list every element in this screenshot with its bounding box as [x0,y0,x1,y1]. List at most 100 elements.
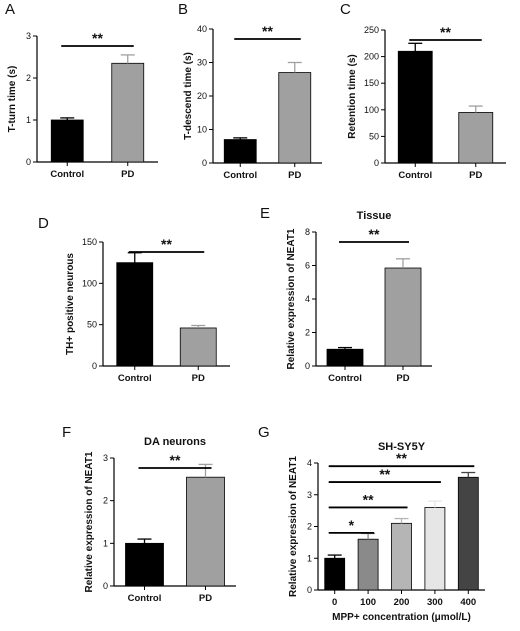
y-tick-label: 8 [305,227,310,237]
chart-title: DA neurons [144,436,206,448]
y-axis-label: Relative expression of NEAT1 [84,451,95,592]
panel-f: F DA neurons 0 1 2 3 Relative expression of NE… [62,424,236,604]
bar-pd [186,476,225,587]
bar-control [116,262,154,367]
category-label: Control [128,593,162,604]
y-tick-label: 30 [197,58,207,68]
panel-e: E Tissue 0 2 4 6 8 Relative expression of NEAT1… [260,205,432,384]
y-axis-label: Retention time (s) [347,54,358,138]
y-tick-label: 3 [26,31,31,41]
significance-marker: ** [369,226,380,242]
y-axis-label: TH+ positive neurous [65,253,76,355]
bar-control [326,348,364,367]
y-tick-label: 2 [103,496,108,506]
panel-letter: B [178,1,188,18]
bar-200 [391,522,412,591]
bar-pd [179,327,217,367]
bar-0 [324,557,346,591]
y-tick-label: 200 [364,52,379,62]
y-tick-label: 1 [26,115,31,125]
y-axis-label: Relative expression of NEAT1 [286,228,297,369]
y-axis-label: T-descend time (s) [183,52,194,140]
y-tick-label: 3 [307,490,312,500]
bar-pd [111,62,145,163]
category-label: 400 [460,597,476,608]
category-label: PD [199,593,212,604]
significance-marker: * [349,517,355,533]
category-label: Control [223,170,257,181]
bar-300 [424,507,446,591]
y-tick-label: 0 [307,585,312,595]
y-tick-label: 50 [369,131,379,141]
significance-marker: ** [262,23,273,39]
y-tick-label: 6 [305,261,310,271]
bar-100 [357,538,379,591]
bar-control [50,119,84,163]
y-tick-label: 2 [307,522,312,532]
significance-marker: ** [161,236,172,252]
bar-control [397,50,433,164]
category-label: PD [288,170,301,181]
category-label: PD [121,169,134,180]
category-label: Control [118,373,152,384]
panel-letter: E [260,205,270,222]
significance-marker: ** [379,466,390,482]
y-tick-label: 250 [364,25,379,35]
y-tick-label: 40 [197,24,207,34]
y-tick-label: 0 [202,158,207,168]
y-tick-label: 2 [26,73,31,83]
y-tick-label: 0 [26,157,31,167]
bar-pd [384,267,422,367]
y-tick-label: 0 [92,361,97,371]
panel-letter: G [258,424,270,441]
category-label: 100 [360,597,376,608]
significance-marker: ** [396,450,407,466]
y-axis-label: T-turn time (s) [7,66,18,133]
significance-marker: ** [170,452,181,468]
bar-control [223,139,257,164]
panel-letter: F [62,424,71,441]
y-tick-label: 3 [103,453,108,463]
panel-letter: A [5,1,15,18]
bar-control [125,542,164,587]
y-tick-label: 20 [197,91,207,101]
category-label: PD [192,373,205,384]
category-label: 200 [394,597,410,608]
y-tick-label: 4 [305,294,310,304]
y-tick-label: 100 [82,278,97,288]
panel-letter: C [340,1,351,18]
panel-c: C 0 50 100 150 200 250 Retention time (s) Contro… [340,1,506,181]
category-label: PD [396,373,409,384]
significance-marker: ** [92,30,103,46]
y-tick-label: 50 [87,320,97,330]
y-tick-label: 150 [364,78,379,88]
x-axis-label: MPP+ concentration (μmol/L) [332,612,471,623]
category-label: PD [469,170,482,181]
chart-title: SH-SY5Y [378,441,426,453]
bar-400 [457,476,479,591]
panel-letter: D [38,215,49,232]
category-label: 0 [332,597,337,608]
category-label: Control [50,169,84,180]
significance-marker: ** [363,491,374,507]
bar-pd [278,72,312,164]
panel-a: A 0 1 2 3 T-turn time (s) Control PD ** [5,1,158,180]
y-tick-label: 150 [82,237,97,247]
bar-pd [458,112,494,164]
significance-marker: ** [440,24,451,40]
panel-g: G SH-SY5Y 0 1 2 3 4 Relative expression of NEAT… [258,424,485,623]
y-tick-label: 0 [374,158,379,168]
y-axis-label: Relative expression of NEAT1 [288,456,299,597]
y-tick-label: 0 [305,361,310,371]
y-tick-label: 0 [103,581,108,591]
y-tick-label: 1 [103,538,108,548]
panel-b: B 0 10 20 30 40 T-descend time (s) Control PD ** [178,1,322,181]
category-label: Control [398,170,432,181]
chart-title: Tissue [357,210,392,222]
y-tick-label: 100 [364,105,379,115]
y-tick-label: 1 [307,553,312,563]
y-tick-label: 4 [307,458,312,468]
y-tick-label: 2 [305,328,310,338]
category-label: Control [328,373,362,384]
